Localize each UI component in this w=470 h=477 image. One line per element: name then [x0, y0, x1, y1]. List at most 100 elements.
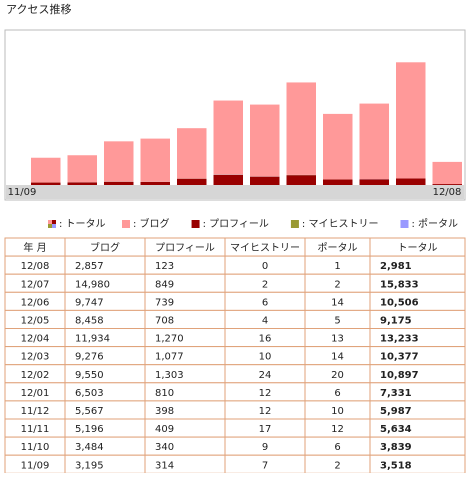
table-cell-text: 11,934	[75, 334, 110, 345]
bar-segment	[31, 158, 61, 183]
table-cell-text: 10,506	[380, 297, 419, 308]
bar-segment	[104, 141, 134, 181]
table-cell-text: 12	[259, 406, 272, 417]
legend-label: : マイヒストリー	[302, 218, 379, 230]
table-cell-text: 2	[262, 279, 268, 290]
table-cell-text: 15,833	[380, 279, 419, 290]
bar-segment	[360, 179, 390, 185]
table-cell-text: 14,980	[75, 279, 110, 290]
table-cell-text: 3,484	[75, 442, 104, 453]
bar-segment	[323, 180, 353, 185]
bar-segment	[104, 182, 134, 185]
table-cell-text: 6	[334, 442, 340, 453]
bar-segment	[214, 101, 244, 175]
x-tick-label: 11/09	[8, 187, 37, 198]
table-cell-text: 12/03	[21, 352, 50, 363]
table-cell-text: 6	[334, 388, 340, 399]
table-cell-text: 3,518	[380, 460, 412, 471]
legend-label: : プロフィール	[203, 218, 269, 230]
table-cell-text: 11/09	[21, 460, 50, 471]
bar-segment	[31, 183, 61, 185]
table-cell-text: 14	[331, 297, 344, 308]
table-cell-text: 409	[155, 424, 174, 435]
table-cell-text: 398	[155, 406, 174, 417]
bar-segment	[287, 82, 317, 174]
table-cell-text: 9	[262, 442, 268, 453]
table-cell-text: 2,981	[380, 261, 412, 272]
bar-segment	[323, 114, 353, 180]
bar-segment	[396, 178, 426, 185]
table-cell-text: 12/01	[21, 388, 50, 399]
bar-segment	[433, 184, 463, 185]
table-cell-text: 849	[155, 279, 174, 290]
table-cell-text: 12/05	[21, 315, 50, 326]
table-cell-text: 1	[334, 261, 340, 272]
table-cell-text: 13,233	[380, 334, 419, 345]
table-cell-text: 17	[259, 424, 272, 435]
table-cell-text: 340	[155, 442, 174, 453]
table-cell-text: 0	[262, 261, 268, 272]
table-cell-text: 12/07	[21, 279, 50, 290]
table-cell-text: 13	[331, 334, 344, 345]
table-header: ブログ	[90, 241, 120, 254]
table-cell-text: 810	[155, 388, 174, 399]
table-cell-text: 739	[155, 297, 174, 308]
table-header: トータル	[398, 242, 438, 254]
table-cell-text: 2	[334, 279, 340, 290]
legend: : トータル: ブログ: プロフィール: マイヒストリー: ポータル	[48, 217, 458, 230]
table-cell-text: 10	[259, 352, 272, 363]
table-header: 年 月	[23, 241, 46, 254]
legend-swatch	[291, 220, 299, 228]
table-cell-text: 12/02	[21, 370, 50, 381]
table-cell-text: 3,839	[380, 442, 412, 453]
bar-segment	[250, 177, 280, 185]
table-cell-text: 12	[259, 388, 272, 399]
bar-segment	[177, 128, 207, 178]
legend-swatch	[122, 220, 130, 228]
bar-segment	[433, 162, 463, 184]
table-cell-text: 11/12	[21, 406, 50, 417]
table-cell-text: 3,195	[75, 460, 104, 471]
table-cell-text: 10,897	[380, 370, 419, 381]
bar-segment	[141, 182, 171, 185]
table-cell-text: 7	[262, 460, 268, 471]
table-cell-text: 9,175	[380, 315, 412, 326]
table-cell-text: 5,196	[75, 424, 104, 435]
bar-segment	[177, 179, 207, 185]
table-cell-text: 11/10	[21, 442, 50, 453]
table-cell-text: 14	[331, 352, 344, 363]
table-cell-text: 12/06	[21, 297, 50, 308]
table-cell-text: 24	[259, 370, 272, 381]
table-cell-text: 5,634	[380, 424, 412, 435]
table-cell-text: 6,503	[75, 388, 104, 399]
table-cell-text: 4	[262, 315, 268, 326]
table-cell-text: 123	[155, 261, 174, 272]
legend-swatch	[52, 224, 56, 228]
table-cell-text: 12/08	[21, 261, 50, 272]
bar-segment	[360, 104, 390, 180]
table-cell-text: 20	[331, 370, 344, 381]
legend-swatch	[52, 220, 56, 224]
table-cell-text: 708	[155, 315, 174, 326]
legend-swatch	[48, 220, 52, 224]
table-cell-text: 5,567	[75, 406, 104, 417]
table-header: プロフィール	[155, 242, 215, 254]
bar-segment	[214, 175, 244, 185]
table-header: ポータル	[318, 242, 358, 254]
table-cell-text: 1,077	[155, 352, 184, 363]
table-header: マイヒストリー	[230, 242, 300, 254]
table-cell-text: 7,331	[380, 388, 412, 399]
bar-segment	[141, 139, 171, 182]
table-cell-text: 8,458	[75, 315, 104, 326]
bar-segment	[287, 175, 317, 185]
legend-swatch	[192, 220, 200, 228]
bar-segment	[396, 62, 426, 178]
table-cell-text: 10	[331, 406, 344, 417]
x-tick-label: 12/08	[433, 187, 462, 198]
bar-segment	[68, 155, 98, 182]
axis-strip	[6, 185, 464, 199]
legend-swatch	[48, 224, 52, 228]
table-cell-text: 5,987	[380, 406, 412, 417]
table-cell-text: 9,747	[75, 297, 104, 308]
